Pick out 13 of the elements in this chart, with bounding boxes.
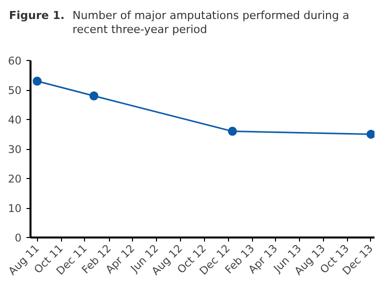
point (32, 76, 42, 86)
chart-title: Figure 1. (9, 9, 65, 24)
point (228, 126, 237, 136)
point (366, 130, 374, 139)
y-tick-label: 40 (8, 114, 22, 126)
chart-subtitle: Number of major amputations performed during a recent three-year period (72, 9, 350, 37)
y-tick-label: 30 (8, 143, 22, 156)
y-tick-label: 60 (8, 54, 22, 68)
y-tick-label: 20 (8, 172, 22, 186)
y-tick-label: 10 (8, 202, 22, 215)
y-tick-label: 50 (8, 84, 22, 97)
point (89, 91, 98, 100)
y-tick-label: 0 (14, 232, 22, 244)
